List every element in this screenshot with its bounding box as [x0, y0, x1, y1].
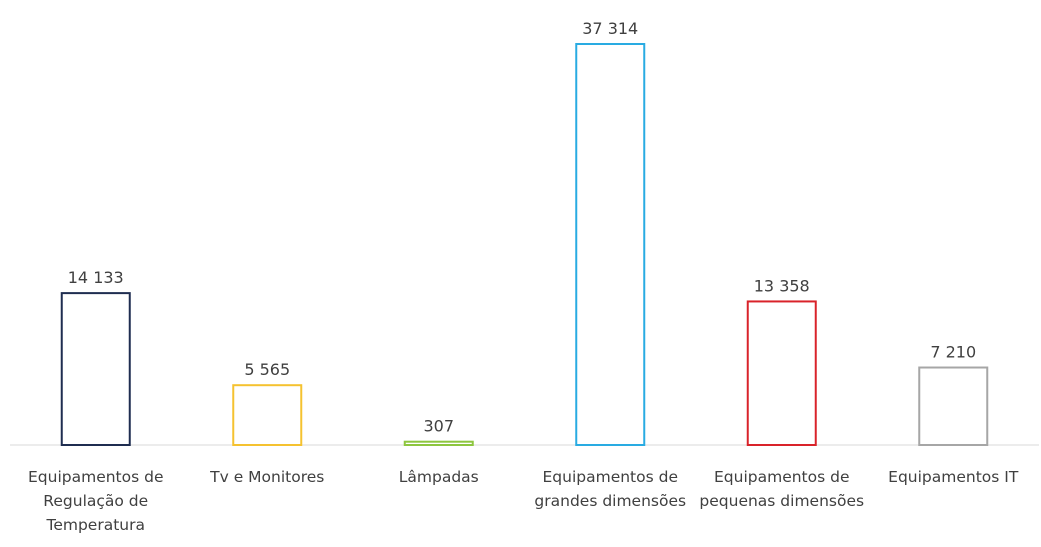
- bar: [60, 292, 131, 447]
- bar: [232, 384, 303, 447]
- x-tick-label: Equipamentos IT: [888, 468, 1019, 486]
- value-label: 5 565: [244, 360, 290, 379]
- bar: [575, 43, 646, 446]
- bar: [918, 366, 989, 447]
- x-tick-label: Lâmpadas: [398, 468, 479, 486]
- value-label: 7 210: [930, 343, 976, 362]
- x-tick-label: Equipamentos de pequenas dimensões: [699, 468, 865, 510]
- value-label: 14 133: [68, 268, 124, 287]
- bar: [746, 300, 817, 447]
- value-label: 307: [423, 417, 454, 436]
- x-tick-label: Equipamentos de Regulação de Temperatura: [28, 468, 164, 534]
- bar: [403, 440, 474, 446]
- value-label: 13 358: [754, 276, 810, 295]
- value-label: 37 314: [582, 19, 638, 38]
- x-tick-label: Tv e Monitores: [210, 468, 325, 486]
- x-tick-label: Equipamentos de grandes dimensões: [534, 468, 687, 510]
